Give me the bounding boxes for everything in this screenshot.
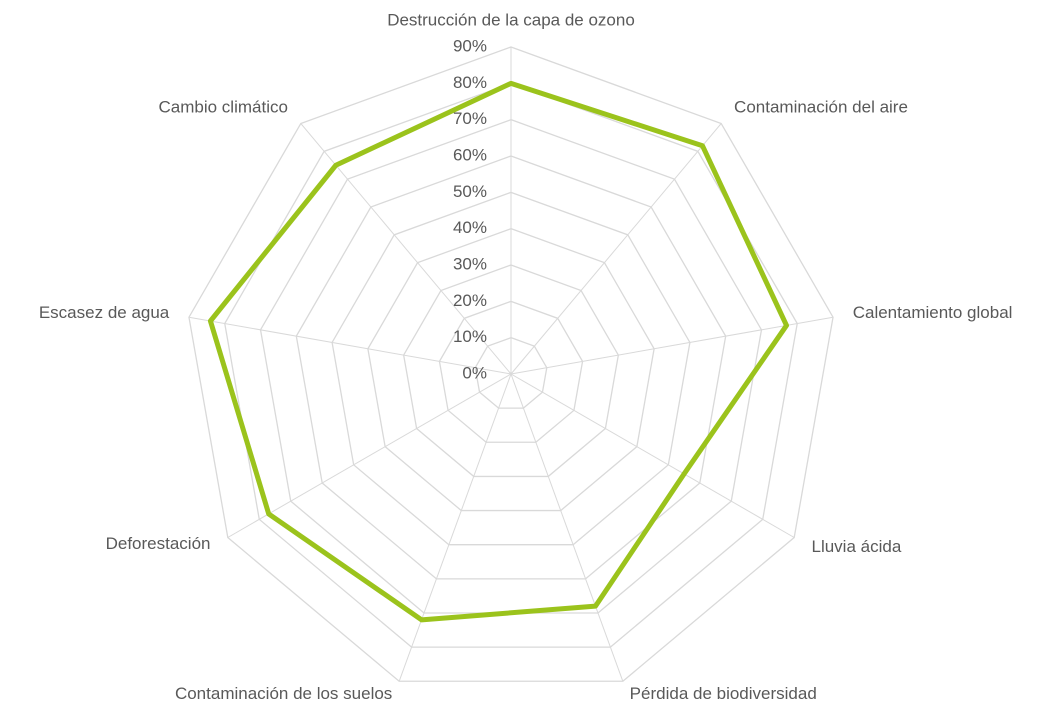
- spoke: [398, 373, 512, 682]
- spoke: [510, 123, 722, 375]
- tick-label: 20%: [453, 291, 487, 310]
- grid-ring: [402, 264, 620, 478]
- tick-label: 0%: [462, 363, 487, 382]
- category-label: Lluvia ácida: [812, 537, 902, 556]
- spoke: [510, 316, 834, 375]
- tick-label: 80%: [453, 73, 487, 92]
- grid-ring: [331, 191, 691, 546]
- tick-label: 10%: [453, 327, 487, 346]
- category-label: Cambio climático: [159, 98, 288, 117]
- tick-label: 70%: [453, 109, 487, 128]
- category-label: Destrucción de la capa de ozono: [387, 10, 635, 29]
- spoke: [227, 373, 512, 538]
- category-label: Pérdida de biodiversidad: [630, 684, 817, 703]
- tick-label: 60%: [453, 145, 487, 164]
- spoke: [510, 373, 795, 538]
- grid-ring: [367, 227, 655, 512]
- grid-ring: [474, 336, 548, 409]
- category-label: Deforestación: [106, 534, 211, 553]
- grid-ring: [188, 46, 834, 682]
- category-label: Contaminación de los suelos: [175, 684, 392, 703]
- spoke: [510, 373, 624, 682]
- category-label: Calentamiento global: [853, 303, 1013, 322]
- tick-label: 90%: [453, 36, 487, 55]
- tick-label: 50%: [453, 182, 487, 201]
- data-line: [207, 80, 790, 623]
- category-label: Contaminación del aire: [734, 98, 908, 117]
- tick-label: 40%: [453, 218, 487, 237]
- category-label: Escasez de agua: [39, 303, 170, 322]
- grid-ring: [295, 155, 727, 580]
- grid-ring: [438, 300, 584, 443]
- tick-label: 30%: [453, 254, 487, 273]
- spoke: [188, 316, 512, 375]
